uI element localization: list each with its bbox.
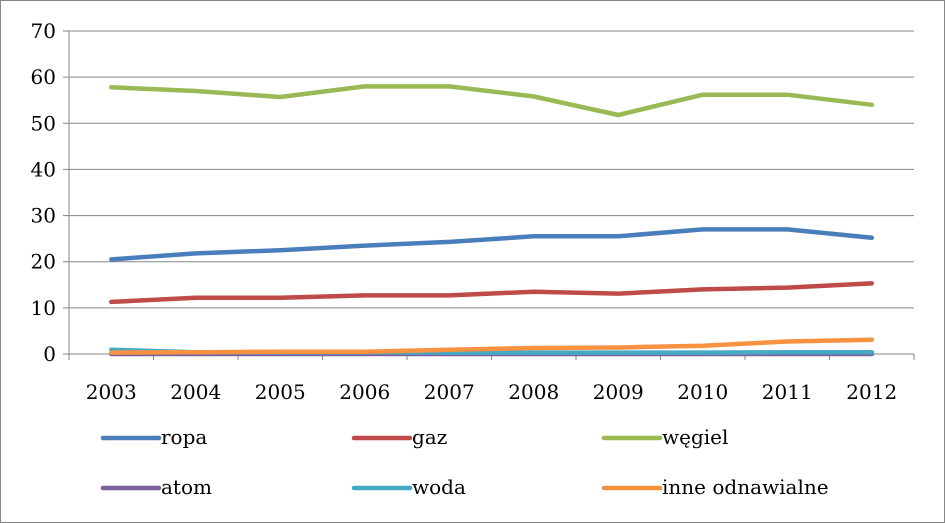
y-tick-label: 10 [31,296,56,320]
x-tick-label: 2003 [86,380,137,404]
y-tick-label: 30 [31,204,56,228]
y-tick-label: 70 [31,19,56,43]
x-tick-label: 2009 [593,380,644,404]
series-line-6 [109,337,875,355]
legend-label: węgiel [662,425,728,449]
y-axis-tick-labels: 0 10 20 30 40 50 60 70 [31,19,56,366]
x-tick-label: 2011 [762,380,813,404]
y-tick-label: 0 [43,342,56,366]
legend-label: inne odnawialne [662,475,829,499]
legend-label: woda [412,475,466,499]
x-tick-label: 2012 [846,380,897,404]
gridlines [63,30,914,355]
y-tick-label: 40 [31,157,56,181]
legend-label: gaz [412,425,447,449]
series-line-3 [109,84,875,118]
y-tick-label: 50 [31,111,56,135]
legend: ropa gaz węgiel atom woda inne odnawialne [100,425,829,499]
x-tick-label: 2007 [424,380,475,404]
series-lines [109,84,875,357]
x-tick-label: 2006 [339,380,390,404]
legend-label: ropa [161,425,207,449]
x-axis-tick-labels: 2003 2004 2005 2006 2007 2008 2009 2010 2011 2012 [86,380,897,404]
x-tick-label: 2004 [170,380,221,404]
x-tick-label: 2008 [508,380,559,404]
legend-label: atom [161,475,212,499]
series-line-1 [109,227,875,262]
series-line-2 [109,281,875,305]
x-axis [68,31,915,360]
x-tick-label: 2005 [255,380,306,404]
y-tick-label: 20 [31,250,56,274]
y-tick-label: 60 [31,65,56,89]
x-tick-label: 2010 [677,380,728,404]
